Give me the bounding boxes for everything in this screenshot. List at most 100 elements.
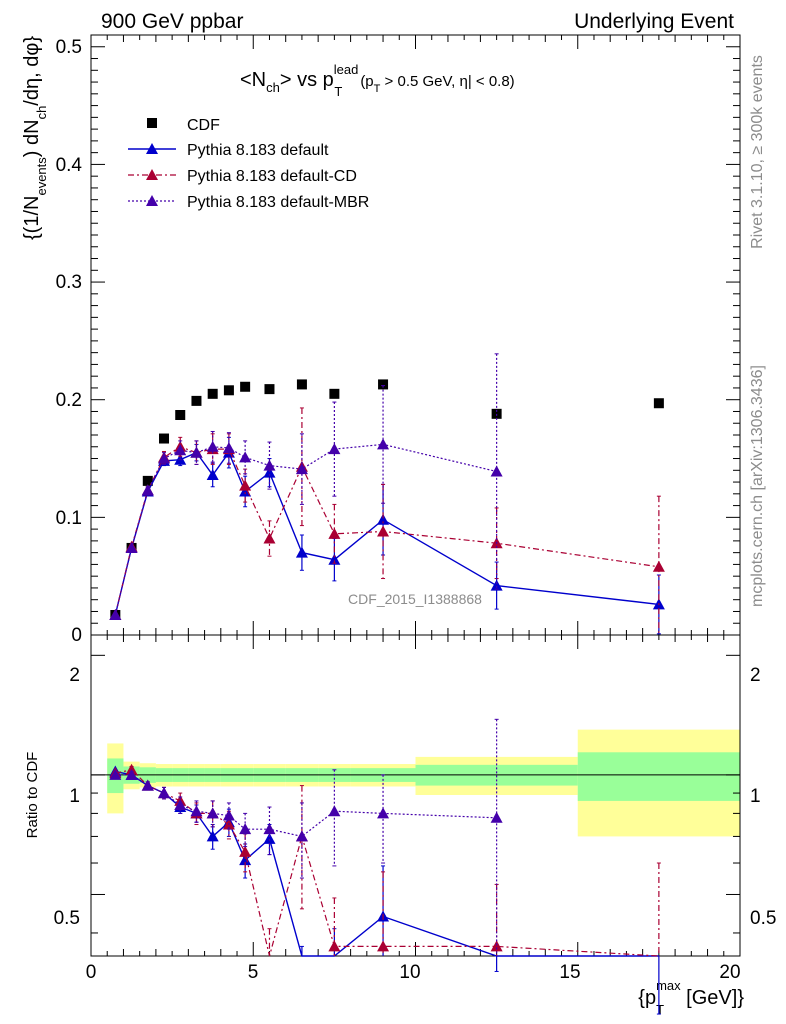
legend-label-cdf: CDF	[187, 117, 220, 134]
main-cdf-marker	[378, 379, 389, 390]
ratio-default-cd-line	[115, 769, 659, 957]
x-axis-label: {pTmax [GeV]}	[638, 978, 744, 1017]
ratio-default-mbr-marker	[490, 811, 503, 823]
main-cdf-marker	[159, 433, 170, 444]
main-cdf-marker	[191, 395, 202, 406]
ratio-default-mbr-marker	[190, 805, 203, 817]
main-default-marker	[490, 579, 503, 591]
legend: CDF Pythia 8.183 default Pythia 8.183 de…	[128, 117, 369, 211]
ratio-default-mbr-marker	[239, 823, 252, 835]
main-default-cd-marker	[328, 527, 341, 539]
main-default-mbr-marker	[174, 444, 187, 456]
ratio-default-mbr-marker	[263, 823, 276, 835]
main-cdf-marker	[653, 398, 664, 409]
ratio-default-mbr-marker	[295, 830, 308, 842]
ratio-default-mbr-marker	[141, 779, 154, 791]
ratio-default-cd-marker	[490, 940, 503, 952]
main-cdf-marker	[296, 379, 307, 390]
main-default-mbr-marker	[190, 446, 203, 458]
main-default-marker	[377, 513, 390, 525]
ratio-default-mbr-marker	[158, 787, 171, 799]
main-default-cd-line	[114, 446, 659, 616]
main-series-layer	[109, 353, 665, 635]
main-cdf-marker	[223, 385, 234, 396]
main-y-tick-3: 0.3	[56, 272, 82, 293]
ratio-default-mbr-marker	[125, 768, 138, 780]
ratio-series-layer	[109, 718, 661, 1015]
main-default-marker	[295, 546, 308, 558]
main-default-mbr-marker	[377, 438, 390, 450]
main-default-marker	[206, 469, 219, 480]
legend-label-default-mbr: Pythia 8.183 default-MBR	[187, 194, 369, 211]
ratio-y-tick-05-right: 0.5	[750, 908, 776, 929]
ratio-default-cd-marker	[328, 940, 341, 952]
main-default-mbr-marker	[263, 459, 276, 471]
ratio-y-tick-2-left: 2	[69, 665, 80, 686]
main-default-cd-marker	[652, 560, 665, 572]
main-default-mbr-marker	[295, 463, 308, 475]
x-tick-5: 5	[248, 962, 259, 983]
main-default-mbr-marker	[141, 484, 154, 496]
legend-marker-cdf	[147, 118, 157, 128]
ratio-default-mbr-marker	[109, 768, 122, 780]
main-default-mbr-marker	[125, 541, 138, 553]
main-default-mbr-marker	[109, 609, 122, 620]
legend-marker-default-mbr	[146, 195, 158, 206]
analysis-watermark: CDF_2015_I1388868	[348, 591, 482, 607]
ratio-default-cd-marker	[377, 940, 390, 952]
main-default-cd-marker	[263, 532, 276, 544]
ratio-bands	[91, 729, 740, 837]
main-default-cd-marker	[239, 479, 252, 491]
ratio-y-axis-label: Ratio to CDF	[24, 752, 41, 839]
legend-label-default-cd: Pythia 8.183 default-CD	[187, 168, 357, 185]
ratio-default-marker	[239, 854, 252, 866]
main-y-tick-labels: 0 0.1 0.2 0.3 0.4 0.5	[56, 37, 83, 646]
main-default-mbr-marker	[222, 441, 235, 453]
plot-title: <Nch> vs plead T(pT > 0.5 GeV, η| < 0.8)	[240, 62, 515, 99]
mcplots-label: mcplots.cern.ch [arXiv:1306.3436]	[749, 365, 766, 607]
main-cdf-marker	[264, 384, 275, 395]
ratio-y-tick-1-left: 1	[69, 786, 80, 807]
main-default-cd-marker	[377, 525, 390, 537]
main-default-mbr-marker	[158, 452, 171, 464]
main-y-axis-label: {(1/Nevents) dNch/dη, dφ}	[21, 36, 49, 240]
green-band-14	[577, 752, 740, 801]
main-y-tick-0: 0	[71, 625, 82, 646]
main-y-tick-1: 0.1	[56, 508, 82, 529]
main-y-tick-4: 0.4	[56, 155, 83, 176]
main-cdf-marker	[240, 381, 251, 392]
legend-label-default: Pythia 8.183 default	[187, 142, 329, 159]
ratio-default-mbr-marker	[328, 805, 341, 817]
ratio-default-marker	[263, 832, 276, 844]
main-default-mbr-marker	[239, 451, 252, 463]
main-default-marker	[263, 466, 276, 478]
x-tick-10: 10	[399, 962, 420, 983]
ratio-default-mbr-marker	[174, 798, 187, 810]
x-tick-20: 20	[719, 962, 740, 983]
header-left: 900 GeV ppbar	[101, 10, 243, 33]
main-default-mbr-marker	[206, 440, 219, 452]
x-tick-0: 0	[86, 962, 97, 983]
main-cdf-marker	[329, 388, 340, 399]
ratio-default-marker	[206, 830, 219, 842]
x-tick-15: 15	[559, 962, 580, 983]
main-cdf-marker	[175, 410, 186, 420]
ratio-default-mbr-marker	[377, 807, 390, 819]
ratio-default-line	[115, 770, 659, 957]
main-default-mbr-marker	[490, 465, 503, 477]
ratio-default-cd-marker	[239, 845, 252, 857]
ratio-y-tick-labels: 0.5 1 2 0.5 1 2	[54, 665, 777, 929]
legend-marker-default	[146, 143, 158, 154]
axis-ticks	[90, 35, 741, 956]
main-default-marker	[239, 485, 252, 497]
ratio-default-mbr-marker	[206, 807, 219, 819]
ratio-y-tick-05-left: 0.5	[54, 908, 80, 929]
legend-marker-default-cd	[146, 169, 158, 180]
main-default-mbr-line	[114, 443, 497, 616]
header-right: Underlying Event	[574, 10, 734, 33]
main-y-tick-2: 0.2	[56, 390, 82, 411]
ratio-default-mbr-marker	[222, 809, 235, 821]
main-default-marker	[328, 553, 341, 565]
ratio-y-tick-2-right: 2	[750, 665, 761, 686]
